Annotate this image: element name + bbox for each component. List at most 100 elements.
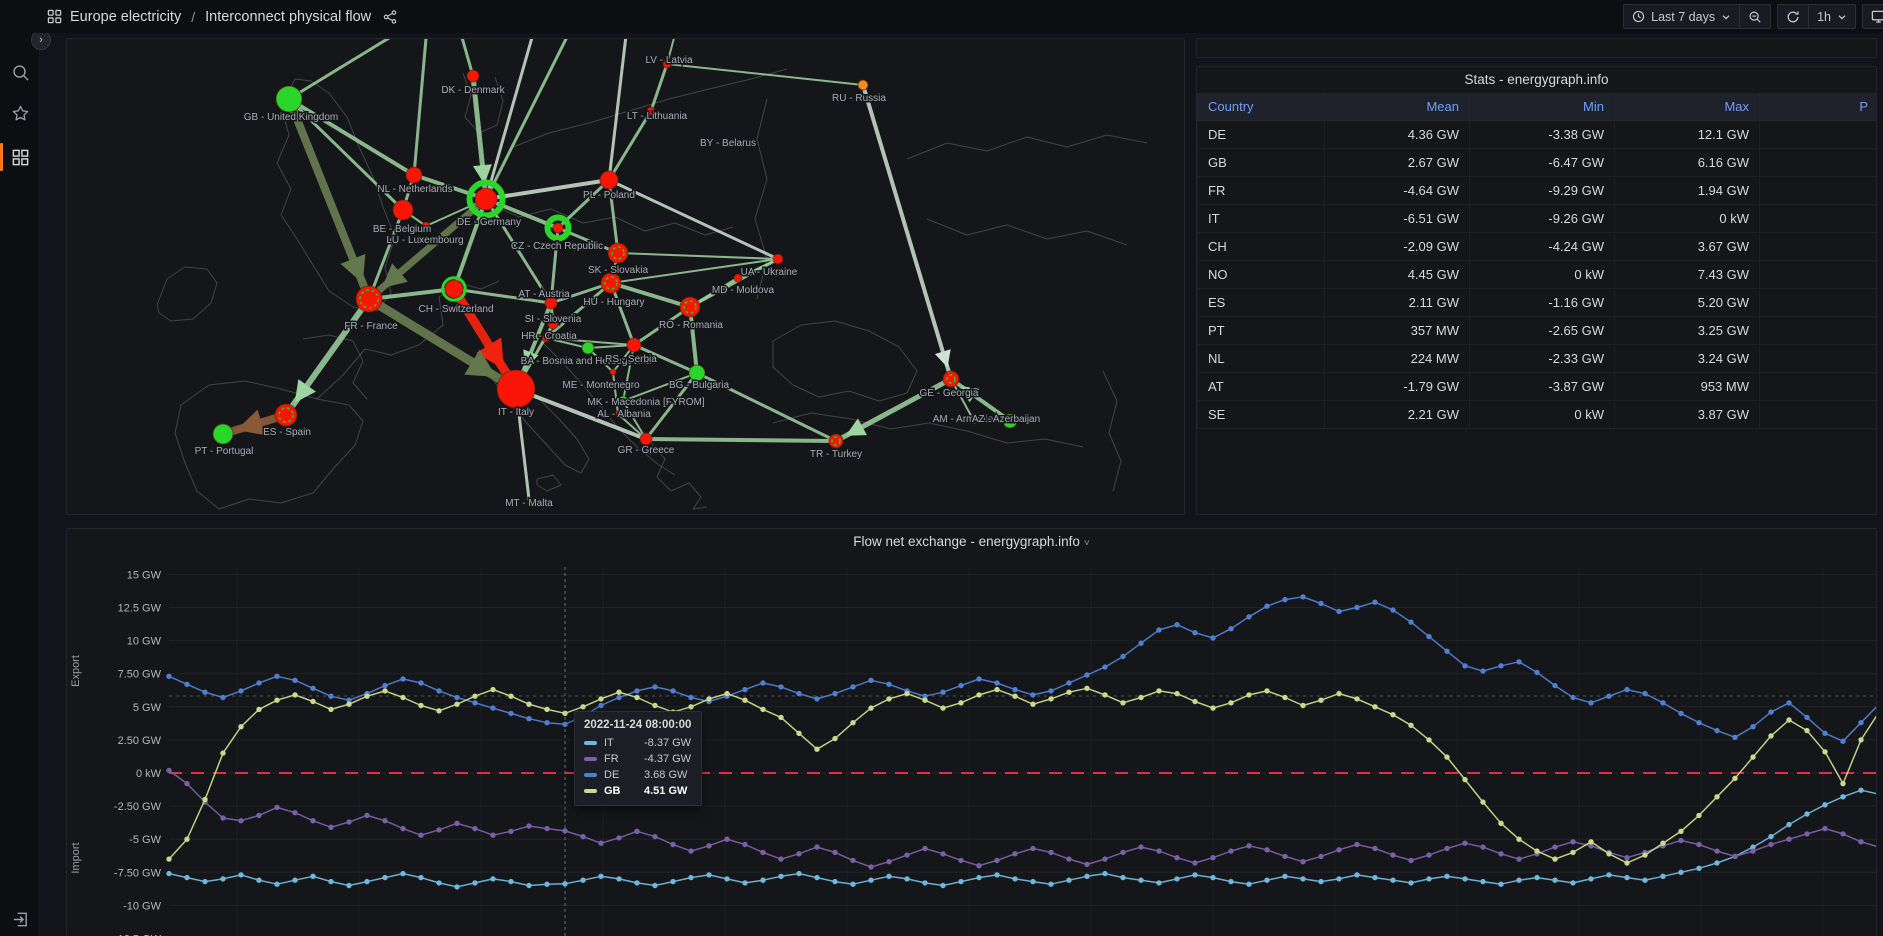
data-point[interactable] <box>220 876 226 882</box>
data-point[interactable] <box>562 710 568 716</box>
data-point[interactable] <box>940 851 946 857</box>
data-point[interactable] <box>400 676 406 682</box>
data-point[interactable] <box>418 874 424 881</box>
data-point[interactable] <box>1606 851 1612 857</box>
data-point[interactable] <box>1156 688 1162 694</box>
data-point[interactable] <box>184 874 190 881</box>
data-point[interactable] <box>1354 872 1360 878</box>
data-point[interactable] <box>238 818 244 824</box>
data-point[interactable] <box>1282 853 1288 860</box>
data-point[interactable] <box>1660 873 1666 879</box>
data-point[interactable] <box>1750 724 1756 730</box>
data-point[interactable] <box>1390 607 1396 613</box>
map-node-sk[interactable] <box>607 242 629 264</box>
data-point[interactable] <box>1876 709 1877 714</box>
data-point[interactable] <box>706 872 712 878</box>
data-point[interactable] <box>1354 604 1360 611</box>
data-point[interactable] <box>346 697 352 703</box>
data-point[interactable] <box>1552 877 1558 883</box>
data-point[interactable] <box>544 706 550 713</box>
data-point[interactable] <box>688 694 694 701</box>
data-point[interactable] <box>850 881 856 887</box>
data-point[interactable] <box>220 815 226 821</box>
data-point[interactable] <box>868 877 874 883</box>
data-point[interactable] <box>814 746 820 752</box>
data-point[interactable] <box>1606 693 1612 699</box>
data-point[interactable] <box>1282 694 1288 701</box>
data-point[interactable] <box>1462 776 1468 783</box>
data-point[interactable] <box>184 681 190 687</box>
data-point[interactable] <box>310 873 316 879</box>
data-point[interactable] <box>472 880 478 886</box>
map-node-lv[interactable] <box>662 59 672 69</box>
data-point[interactable] <box>382 874 388 881</box>
data-point[interactable] <box>1858 720 1864 726</box>
data-point[interactable] <box>742 880 748 886</box>
map-node-cz[interactable] <box>552 222 564 234</box>
data-point[interactable] <box>670 878 676 885</box>
data-point[interactable] <box>1678 828 1684 834</box>
data-point[interactable] <box>652 833 658 840</box>
data-point[interactable] <box>1408 880 1414 886</box>
data-point[interactable] <box>400 825 406 832</box>
data-point[interactable] <box>1588 700 1594 706</box>
data-point[interactable] <box>580 877 586 883</box>
data-point[interactable] <box>1426 876 1432 882</box>
data-point[interactable] <box>706 843 712 849</box>
data-point[interactable] <box>922 880 928 886</box>
refresh-interval-picker[interactable]: 1h <box>1809 4 1856 29</box>
data-point[interactable] <box>1498 820 1504 826</box>
map-node-nl[interactable] <box>405 166 423 184</box>
data-point[interactable] <box>1516 659 1522 665</box>
data-point[interactable] <box>778 873 784 879</box>
data-point[interactable] <box>1210 855 1216 861</box>
data-point[interactable] <box>1804 811 1810 817</box>
data-point[interactable] <box>760 849 766 856</box>
data-point[interactable] <box>1210 705 1216 711</box>
data-point[interactable] <box>418 832 424 838</box>
data-point[interactable] <box>616 876 622 882</box>
data-point[interactable] <box>1534 848 1540 854</box>
data-point[interactable] <box>1174 855 1180 861</box>
data-point[interactable] <box>1336 847 1342 853</box>
data-point[interactable] <box>904 876 910 882</box>
map-node-de[interactable] <box>474 187 498 211</box>
data-point[interactable] <box>1390 852 1396 858</box>
data-point[interactable] <box>1372 599 1378 605</box>
data-point[interactable] <box>1102 664 1108 670</box>
data-point[interactable] <box>1516 836 1522 842</box>
data-point[interactable] <box>472 825 478 832</box>
data-point[interactable] <box>166 870 172 877</box>
data-point[interactable] <box>1768 733 1774 739</box>
data-point[interactable] <box>166 673 172 679</box>
data-point[interactable] <box>544 720 550 726</box>
map-node-ge[interactable] <box>942 370 960 388</box>
data-point[interactable] <box>1210 635 1216 641</box>
data-point[interactable] <box>1804 831 1810 837</box>
data-point[interactable] <box>1084 685 1090 691</box>
data-point[interactable] <box>1390 877 1396 883</box>
data-point[interactable] <box>868 864 874 870</box>
map-node-tr[interactable] <box>828 433 844 449</box>
data-point[interactable] <box>1030 878 1036 885</box>
map-node-lu[interactable] <box>421 221 431 231</box>
data-point[interactable] <box>1642 852 1648 858</box>
data-point[interactable] <box>1678 869 1684 875</box>
data-point[interactable] <box>922 693 928 699</box>
stats-column-header-min[interactable]: Min <box>1469 93 1615 121</box>
data-point[interactable] <box>1570 849 1576 856</box>
data-point[interactable] <box>1750 848 1756 854</box>
chart-panel-title[interactable]: Flow net exchange - energygraph.info ˅ <box>853 534 1090 549</box>
data-point[interactable] <box>1552 856 1558 862</box>
data-point[interactable] <box>1102 692 1108 698</box>
data-point[interactable] <box>328 706 334 713</box>
data-point[interactable] <box>1462 663 1468 669</box>
data-point[interactable] <box>526 701 532 707</box>
map-node-rs[interactable] <box>626 337 642 353</box>
data-point[interactable] <box>1084 861 1090 868</box>
data-point[interactable] <box>1336 608 1342 615</box>
sidebar-item-dashboards[interactable] <box>0 140 40 174</box>
data-point[interactable] <box>1660 840 1666 846</box>
data-point[interactable] <box>1426 633 1432 640</box>
map-node-dk[interactable] <box>466 69 480 83</box>
